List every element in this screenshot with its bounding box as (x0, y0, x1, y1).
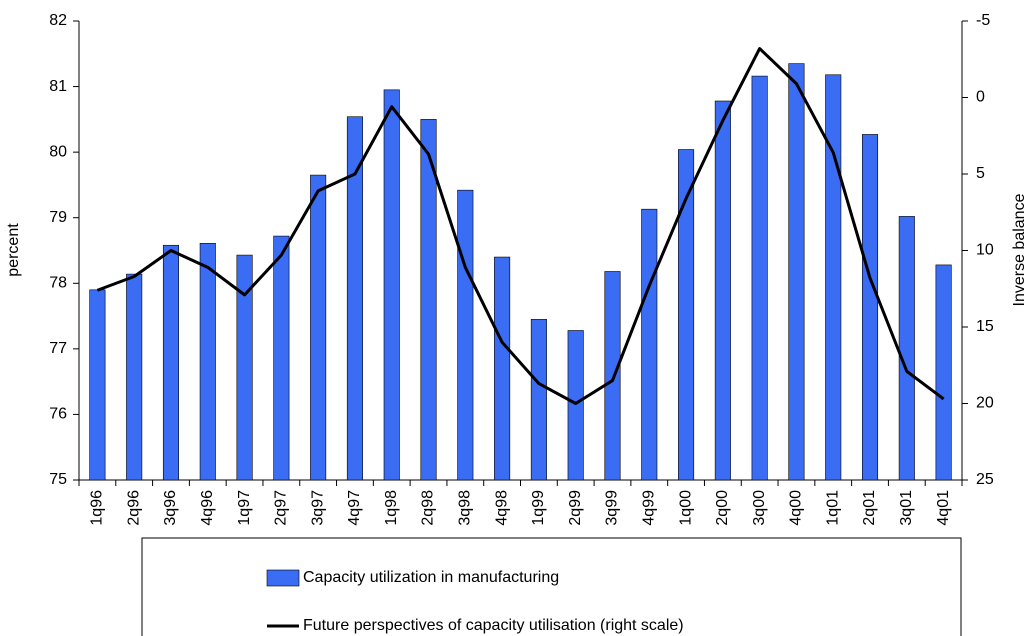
x-tick-label: 4q96 (199, 490, 216, 526)
bar (751, 75, 768, 481)
bar (89, 289, 106, 481)
x-tick-label: 2q99 (567, 490, 584, 526)
y2-axis-title: Inverse balance (1011, 193, 1028, 306)
legend-label: Capacity utilization in manufacturing (303, 569, 559, 586)
x-tick-label: 2q97 (273, 490, 290, 526)
y2-tick-label: 25 (976, 471, 994, 488)
bar (310, 174, 327, 481)
y-tick-label: 81 (49, 78, 67, 95)
y2-tick-label: 10 (976, 242, 994, 259)
x-tick-label: 4q01 (935, 490, 952, 526)
bar (273, 235, 290, 481)
x-tick-label: 2q00 (714, 490, 731, 526)
bar (641, 208, 658, 481)
bar (494, 256, 511, 481)
y-tick-label: 82 (49, 12, 67, 29)
x-tick-label: 2q96 (125, 490, 142, 526)
x-tick-label: 3q97 (309, 490, 326, 526)
x-tick-label: 4q97 (346, 490, 363, 526)
bar (162, 244, 180, 481)
x-tick-label: 4q00 (788, 490, 805, 526)
legend-label: Future perspectives of capacity utilisat… (303, 617, 684, 634)
y-tick-label: 80 (49, 143, 67, 160)
y2-tick-label: -5 (976, 12, 990, 29)
x-tick-label: 1q01 (824, 490, 841, 526)
bar (825, 74, 842, 481)
x-tick-label: 1q98 (383, 490, 400, 526)
bar (898, 216, 915, 481)
bar (567, 330, 584, 481)
legend-box (141, 537, 962, 636)
bar (126, 273, 143, 481)
bar (236, 254, 253, 481)
y-tick-label: 75 (49, 471, 67, 488)
bar (457, 189, 474, 481)
bar (420, 119, 437, 481)
bar (199, 242, 216, 481)
y-tick-label: 78 (49, 275, 67, 292)
x-tick-label: 4q98 (493, 490, 510, 526)
bar (861, 134, 879, 481)
bar (530, 319, 547, 481)
x-tick-label: 3q96 (162, 490, 179, 526)
y2-tick-label: 20 (976, 395, 994, 412)
line (96, 47, 945, 405)
y-tick-label: 79 (49, 209, 67, 226)
bar (935, 264, 952, 481)
x-tick-label: 4q99 (640, 490, 657, 526)
x-tick-label: 2q01 (861, 490, 878, 526)
x-tick-label: 1q96 (89, 490, 106, 526)
bar (788, 63, 805, 481)
y-tick-label: 76 (49, 406, 67, 423)
x-tick-label: 3q98 (457, 490, 474, 526)
bar (604, 271, 621, 481)
x-tick-label: 3q00 (751, 490, 768, 526)
y-axis-title: percent (5, 223, 22, 277)
bar (346, 116, 363, 481)
y2-tick-label: 0 (976, 89, 985, 106)
x-tick-label: 1q97 (236, 490, 253, 526)
bar (714, 100, 731, 481)
legend-swatch (266, 569, 300, 587)
x-tick-label: 3q99 (604, 490, 621, 526)
x-tick-label: 1q99 (530, 490, 547, 526)
x-tick-label: 3q01 (898, 490, 915, 526)
bar (678, 149, 695, 481)
x-tick-label: 1q00 (677, 490, 694, 526)
y2-tick-label: 5 (976, 165, 985, 182)
y2-tick-label: 15 (976, 318, 994, 335)
x-tick-label: 2q98 (420, 490, 437, 526)
bar (383, 89, 400, 481)
y-tick-label: 77 (49, 340, 67, 357)
